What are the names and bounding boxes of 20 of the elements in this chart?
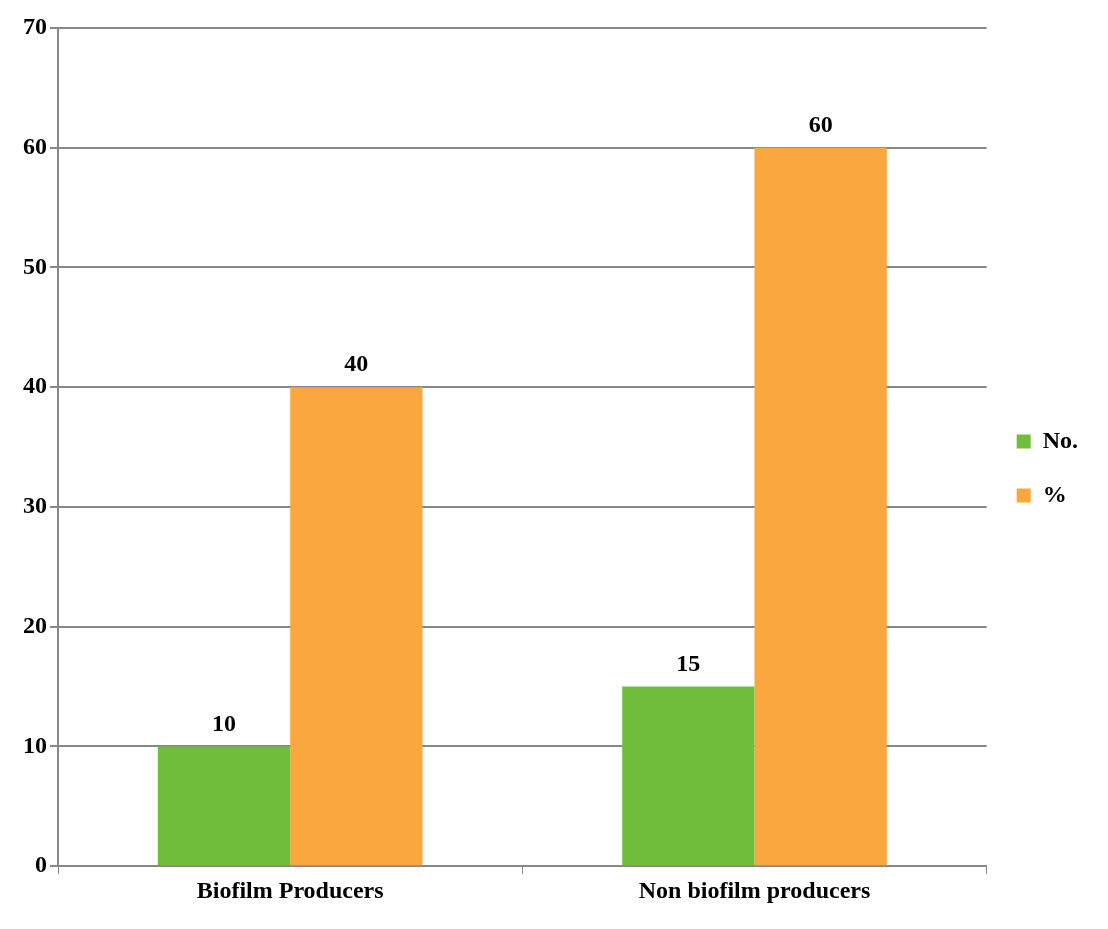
y-tick-label: 60 — [23, 132, 47, 159]
y-tick-label: 20 — [23, 611, 47, 638]
data-label: 15 — [676, 649, 701, 676]
legend-label: No. — [1042, 426, 1079, 453]
y-tick-label: 0 — [35, 851, 47, 878]
data-label: 10 — [212, 709, 236, 736]
x-tick-label: Biofilm Producers — [196, 876, 384, 903]
bar — [754, 147, 887, 866]
y-tick-label: 30 — [23, 492, 47, 519]
bar — [290, 387, 423, 866]
data-label: 40 — [344, 350, 369, 377]
bar — [157, 746, 291, 866]
legend-label: % — [1042, 480, 1067, 507]
x-tick-label: Non biofilm producers — [638, 876, 871, 903]
bar — [622, 686, 755, 866]
y-tick-label: 50 — [23, 252, 47, 279]
y-tick-label: 70 — [23, 13, 47, 40]
y-tick-label: 10 — [23, 731, 47, 758]
y-tick-label: 40 — [23, 372, 47, 399]
data-label: 60 — [808, 110, 833, 137]
